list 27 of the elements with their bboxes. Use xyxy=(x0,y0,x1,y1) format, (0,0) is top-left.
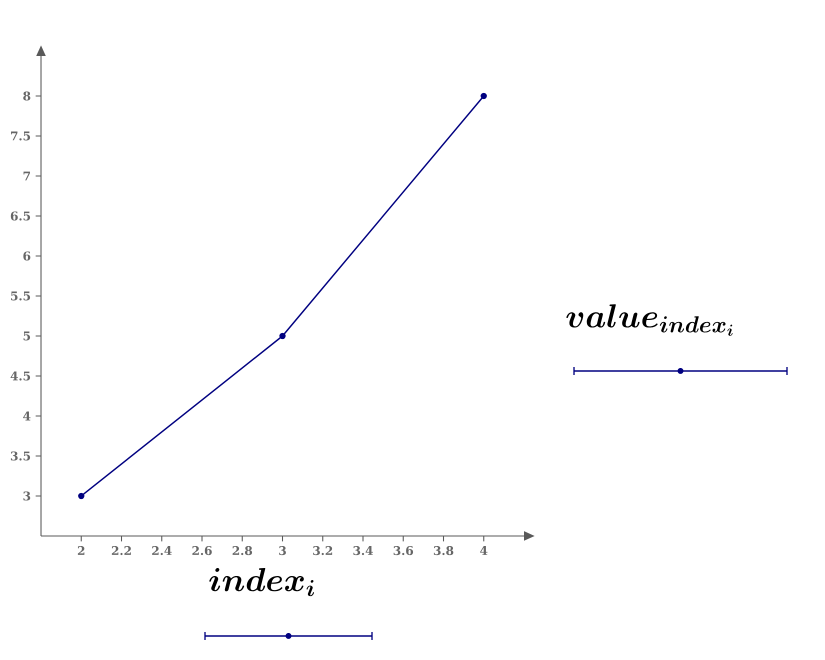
y-tick-label: 7 xyxy=(24,172,30,180)
point xyxy=(279,332,286,340)
x-tick-label: 3.2 xyxy=(313,546,332,556)
y-tick-label: 8 xyxy=(23,91,30,101)
y-tick-label: 4.5 xyxy=(10,371,30,381)
y-tick-label: 6.5 xyxy=(10,211,30,221)
y-tick-label: 6 xyxy=(23,251,30,261)
point xyxy=(480,92,487,100)
x-tick-label: 2.2 xyxy=(112,546,131,556)
y-tick-label: 3 xyxy=(23,491,30,501)
y-tick-label: 3.5 xyxy=(10,451,30,461)
y-tick-label: 5.5 xyxy=(11,292,30,300)
x-tick-label: 3.4 xyxy=(353,546,373,556)
y-tick-label: 7.5 xyxy=(11,132,30,140)
y-tick-label: 4 xyxy=(23,412,30,420)
y-axis-title: $\boldsymbol{value_{index_{i}}}$ xyxy=(566,304,733,336)
x-tick-label: 2.8 xyxy=(232,546,252,556)
x-tick-label: 2 xyxy=(78,546,84,555)
x-tick-label: 3.6 xyxy=(394,546,414,556)
x-tick-label: 4 xyxy=(480,546,488,555)
x-tick-label: 2.4 xyxy=(152,546,172,556)
x-tick-label: 3 xyxy=(279,546,286,556)
y-tick-label: 5 xyxy=(24,332,30,340)
x-tick-label: 3.8 xyxy=(434,546,454,556)
point xyxy=(78,492,84,500)
x-tick-label: 2.6 xyxy=(192,546,212,556)
x-axis-title: $\boldsymbol{index_{i}}$ xyxy=(209,568,314,596)
